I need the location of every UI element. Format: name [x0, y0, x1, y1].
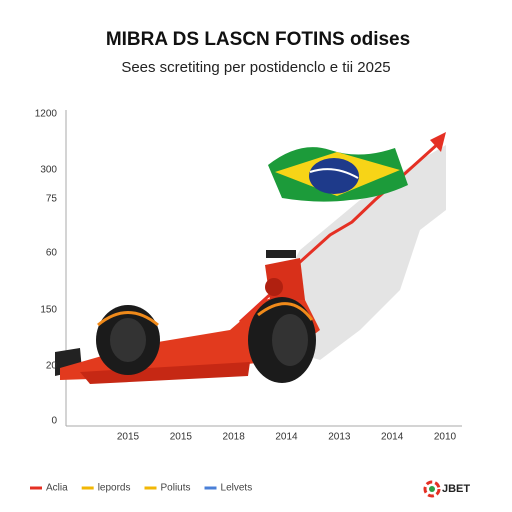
y-axis-label: 150 — [40, 305, 57, 316]
y-axis-label: 75 — [46, 194, 58, 205]
x-axis-label: 2014 — [275, 432, 298, 443]
legend-label: Poliuts — [161, 483, 191, 494]
legend: Aclia lepords Poliuts Lelvets — [30, 483, 252, 494]
y-axis-label: 0 — [51, 416, 57, 427]
y-axis-label: 20 — [46, 361, 58, 372]
logo: JBET — [423, 480, 470, 498]
x-axis-label: 2015 — [170, 432, 193, 443]
legend-label: lepords — [98, 483, 131, 494]
flag — [268, 147, 408, 202]
x-axis-label: 2010 — [434, 432, 457, 443]
x-axis-label: 2014 — [381, 432, 404, 443]
x-axis-labels: 2015 2015 2018 2014 2013 2014 2010 — [117, 432, 457, 443]
title: MIBRA DS LASCN FOTINS odises — [106, 29, 410, 50]
legend-label: Lelvets — [221, 483, 253, 494]
x-axis-label: 2015 — [117, 432, 140, 443]
x-axis-label: 2013 — [328, 432, 351, 443]
arrow-head — [430, 132, 446, 152]
y-axis-labels: 1200 300 75 60 150 20 0 — [35, 109, 58, 427]
brand: JBET — [442, 483, 470, 495]
subtitle: Sees scretiting per postidenclo e tii 20… — [121, 59, 390, 76]
y-axis-label: 300 — [40, 165, 57, 176]
x-axis-label: 2018 — [223, 432, 246, 443]
legend-label: Aclia — [46, 483, 68, 494]
y-axis-label: 1200 — [35, 109, 58, 120]
race-car — [55, 250, 320, 384]
y-axis-label: 60 — [46, 248, 58, 259]
